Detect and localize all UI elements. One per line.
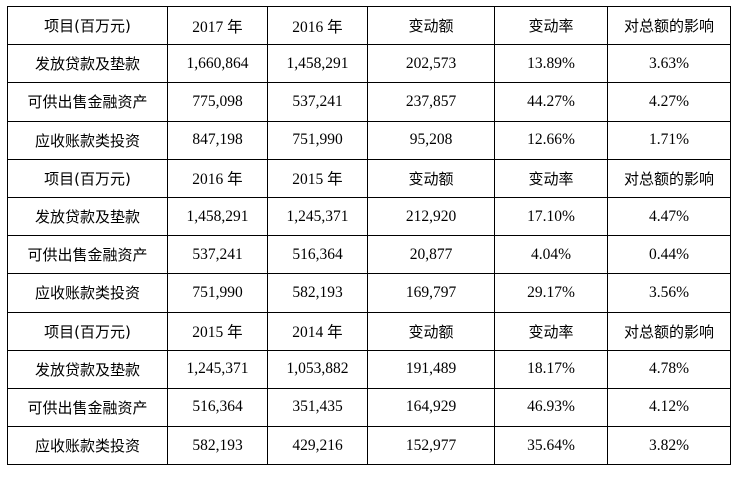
current-year-value: 775,098 [167,82,268,122]
change-amount: 152,977 [367,426,495,466]
impact-on-total: 4.12% [607,387,731,428]
row-item-label: 应收账款类投资 [7,426,168,466]
header-change-amount: 变动额 [367,5,495,46]
header-item: 项目(百万元) [7,158,168,198]
impact-on-total: 4.27% [607,82,731,122]
prior-year-value: 582,193 [267,273,368,313]
impact-on-total: 0.44% [607,235,731,275]
row-item-label: 发放贷款及垫款 [7,349,168,389]
prior-year-value: 1,458,291 [267,44,368,84]
header-prior-year: 2016 年 [267,5,368,46]
current-year-value: 847,198 [167,120,268,160]
table-body: 项目(百万元) 2017 年 2016 年变动额 变动率 对总额的影响 发放贷款及垫款 1,… [7,5,731,466]
prior-year-value: 1,053,882 [267,349,368,389]
section-header-row: 项目(百万元) 2015 年 2014 年变动额 变动率 对总额的影响 [7,311,731,351]
financial-change-table: 项目(百万元) 2017 年 2016 年变动额 变动率 对总额的影响 发放贷款及垫款 1,… [7,5,731,466]
prior-year-value: 516,364 [267,235,368,275]
row-item-label: 应收账款类投资 [7,120,168,160]
table-row: 可供出售金融资产 537,241 516,364 20,877 4.04% 0.44% [7,235,731,275]
header-prior-year: 2015 年 [267,158,368,198]
impact-on-total: 3.63% [607,44,731,84]
header-change-amount: 变动额 [367,311,495,351]
change-amount: 212,920 [367,196,495,237]
header-impact: 对总额的影响 [607,311,731,351]
change-rate: 4.04% [494,235,608,275]
row-item-label: 可供出售金融资产 [7,235,168,275]
change-amount: 202,573 [367,44,495,84]
prior-year-value: 351,435 [267,387,368,428]
current-year-value: 516,364 [167,387,268,428]
header-change-amount: 变动额 [367,158,495,198]
change-rate: 29.17% [494,273,608,313]
change-rate: 12.66% [494,120,608,160]
row-item-label: 发放贷款及垫款 [7,44,168,84]
change-amount: 169,797 [367,273,495,313]
header-prior-year: 2014 年 [267,311,368,351]
change-rate: 17.10% [494,196,608,237]
change-amount: 237,857 [367,82,495,122]
change-amount: 191,489 [367,349,495,389]
row-item-label: 发放贷款及垫款 [7,196,168,237]
impact-on-total: 1.71% [607,120,731,160]
current-year-value: 582,193 [167,426,268,466]
row-item-label: 可供出售金融资产 [7,82,168,122]
table-row: 发放贷款及垫款 1,660,864 1,458,291 202,573 13.89% 3.… [7,44,731,84]
header-item: 项目(百万元) [7,5,168,46]
change-rate: 35.64% [494,426,608,466]
impact-on-total: 3.56% [607,273,731,313]
current-year-value: 1,245,371 [167,349,268,389]
change-rate: 44.27% [494,82,608,122]
change-amount: 164,929 [367,387,495,428]
table-row: 可供出售金融资产 775,098 537,241 237,857 44.27% 4.27% [7,82,731,122]
current-year-value: 1,458,291 [167,196,268,237]
table-row: 发放贷款及垫款 1,245,371 1,053,882 191,489 18.17% 4.… [7,349,731,389]
prior-year-value: 1,245,371 [267,196,368,237]
prior-year-value: 537,241 [267,82,368,122]
header-current-year: 2017 年 [167,5,268,46]
impact-on-total: 3.82% [607,426,731,466]
header-impact: 对总额的影响 [607,158,731,198]
table-row: 可供出售金融资产 516,364 351,435 164,929 46.93% 4.12% [7,387,731,428]
header-change-rate: 变动率 [494,5,608,46]
header-change-rate: 变动率 [494,311,608,351]
header-item: 项目(百万元) [7,311,168,351]
table-row: 应收账款类投资 847,198 751,990 95,208 12.66% 1.71% [7,120,731,160]
prior-year-value: 429,216 [267,426,368,466]
change-rate: 18.17% [494,349,608,389]
section-header-row: 项目(百万元) 2016 年 2015 年变动额 变动率 对总额的影响 [7,158,731,198]
current-year-value: 537,241 [167,235,268,275]
header-current-year: 2015 年 [167,311,268,351]
change-amount: 95,208 [367,120,495,160]
section-header-row: 项目(百万元) 2017 年 2016 年变动额 变动率 对总额的影响 [7,5,731,46]
current-year-value: 751,990 [167,273,268,313]
table-row: 应收账款类投资 582,193 429,216 152,977 35.64% 3.82% [7,426,731,466]
table-row: 应收账款类投资 751,990 582,193 169,797 29.17% 3.56% [7,273,731,313]
row-item-label: 应收账款类投资 [7,273,168,313]
change-amount: 20,877 [367,235,495,275]
header-current-year: 2016 年 [167,158,268,198]
row-item-label: 可供出售金融资产 [7,387,168,428]
impact-on-total: 4.47% [607,196,731,237]
header-change-rate: 变动率 [494,158,608,198]
impact-on-total: 4.78% [607,349,731,389]
current-year-value: 1,660,864 [167,44,268,84]
header-impact: 对总额的影响 [607,5,731,46]
change-rate: 46.93% [494,387,608,428]
change-rate: 13.89% [494,44,608,84]
table-row: 发放贷款及垫款 1,458,291 1,245,371 212,920 17.10% 4.… [7,196,731,237]
prior-year-value: 751,990 [267,120,368,160]
